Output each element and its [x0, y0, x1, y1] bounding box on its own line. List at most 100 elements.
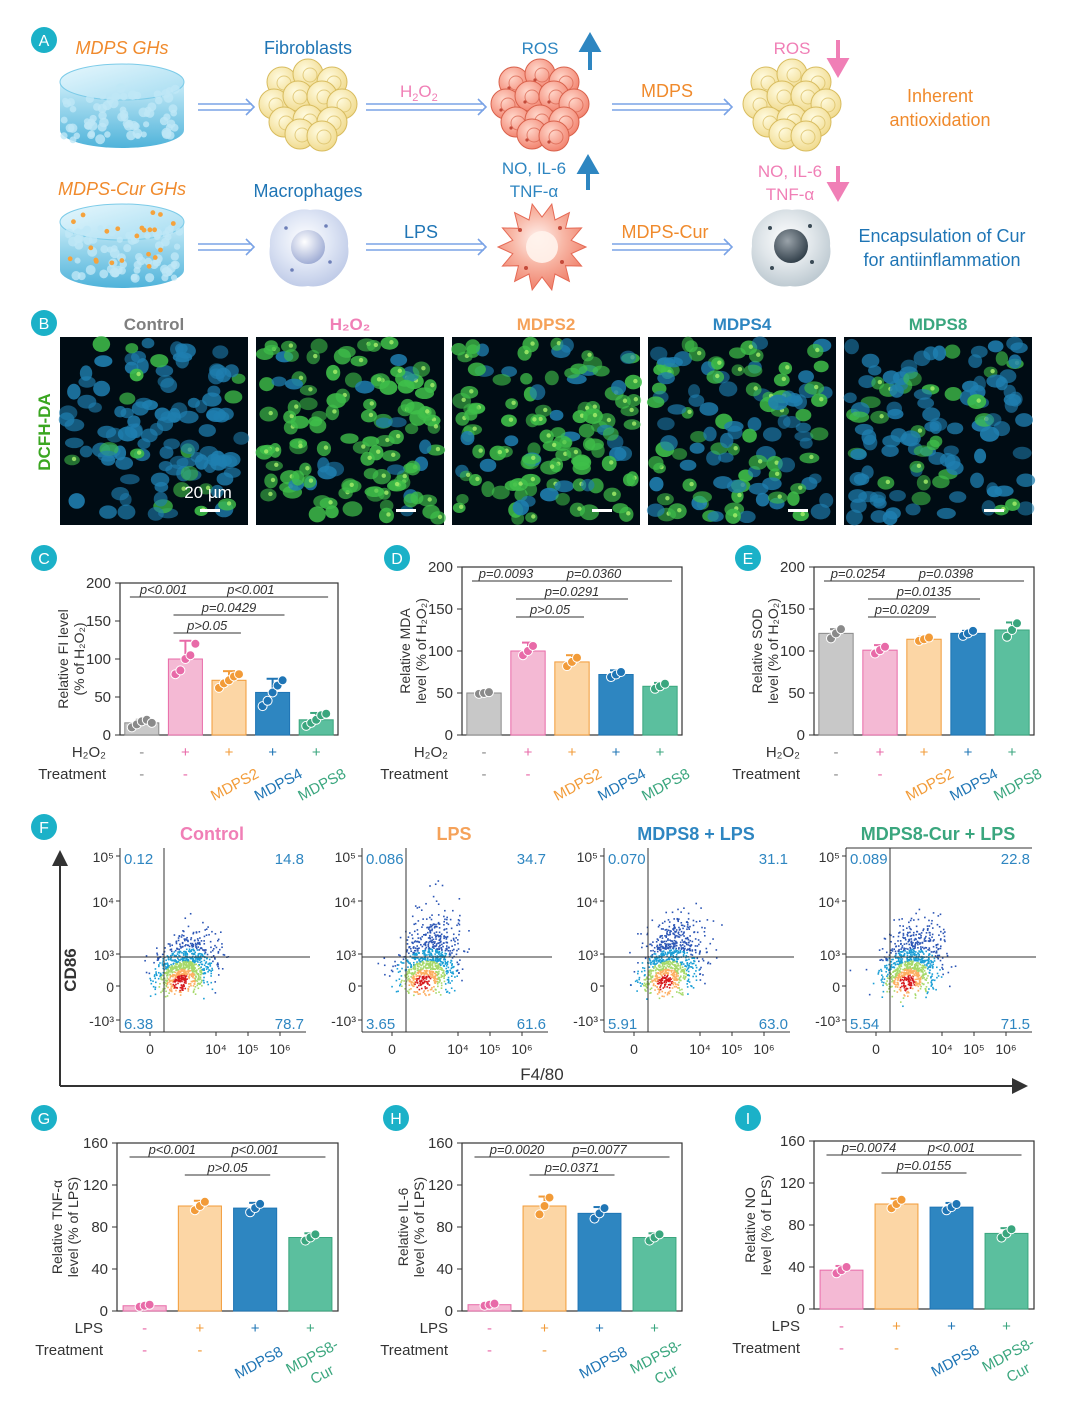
macrophage-resting-icon: [269, 209, 349, 287]
chart-H-point-1-2: [544, 1192, 555, 1203]
chart-I-bar-1: [874, 1203, 919, 1310]
panel-f-badge: [31, 814, 57, 840]
chart-H-bar-3: [632, 1237, 677, 1312]
chart-I-bar-0: [819, 1269, 864, 1310]
chart-C-pvalue-1: p<0.001: [226, 582, 274, 597]
flow-ytick-label-1-0: 10⁵: [335, 849, 356, 865]
chart-C-point-2-4: [234, 669, 244, 680]
flow-q2-2: 31.1: [759, 851, 788, 868]
chart-H-stim-sign-0: -: [487, 1320, 492, 1337]
micrograph-title-4: MDPS8: [909, 315, 968, 334]
chart-C-pvalue-2: p=0.0429: [201, 600, 257, 615]
chart-I-treat-label: Treatment: [732, 1340, 801, 1357]
chart-D-bar-2: [554, 661, 590, 736]
chart-C-ytick-label: 0: [103, 727, 111, 744]
flow-ytick-label-1-2: 10³: [336, 947, 357, 963]
chart-G-ytick-label: 160: [83, 1135, 108, 1152]
flow-xtick-label-3-2: 10⁵: [963, 1041, 984, 1057]
chart-H-bar-2: [577, 1212, 622, 1312]
chart-I-pvalue-1: p<0.001: [927, 1140, 975, 1155]
chart-C-stim-sign-1: +: [181, 744, 190, 761]
chart-G-point-0-2: [144, 1299, 155, 1310]
chart-C-treat-sign-0: -: [139, 766, 144, 783]
chart-C: C 0 50 100 150 200 Relative FI level(% of H₂O₂…: [31, 545, 349, 805]
chart-C-stim-label: H₂O₂: [72, 744, 106, 761]
chart-C-ytick-label: 100: [86, 651, 111, 668]
chart-I-treat-sign-1: -: [894, 1340, 899, 1357]
chart-E-treat-sign-1: -: [878, 766, 883, 783]
chart-G-ylabel: Relative TNF-αlevel (% of LPS): [49, 1177, 81, 1277]
panel-G-label: G: [38, 1111, 50, 1128]
chart-E-stim-sign-3: +: [964, 744, 973, 761]
flow-arrows: [198, 98, 734, 256]
chart-E-bar-0: [818, 632, 854, 736]
flow-xtick-label-3-3: 10⁶: [995, 1041, 1016, 1057]
flow-q2-0: 14.8: [275, 851, 304, 868]
micrograph-3: [646, 336, 836, 525]
chart-H-ytick-label: 0: [445, 1303, 453, 1320]
chart-I-point-1-2: [896, 1194, 907, 1205]
chart-D-treat-name-1: MDPS4: [595, 765, 649, 804]
chart-I-treat-name-0: MDPS8: [929, 1341, 983, 1380]
inflam-up-line2: TNF-α: [510, 182, 559, 201]
chart-C-point-3-2: [267, 687, 278, 698]
flow-ytick-label-3-0: 10⁵: [819, 849, 840, 865]
chart-E-point-1-2: [880, 641, 890, 652]
flow-ytick-label-0-3: 0: [106, 979, 114, 995]
chart-D-point-3-2: [616, 667, 626, 677]
flow-ytick-label-0-0: 10⁵: [93, 849, 114, 865]
flow-ytick-label-3-3: 0: [832, 979, 840, 995]
chart-E-ytick-label: 100: [780, 643, 805, 660]
flow-ytick-label-0-4: -10³: [89, 1013, 114, 1029]
panel-I-label: I: [746, 1111, 750, 1128]
chart-C-bar-3: [255, 691, 291, 736]
chart-C-treat-name-0: MDPS2: [208, 765, 262, 804]
chart-C-treat-sign-1: -: [183, 766, 188, 783]
chart-D-ytick-label: 100: [428, 643, 453, 660]
chart-G-ytick-label: 120: [83, 1177, 108, 1194]
chart-C-point-1-4: [190, 638, 201, 649]
chart-H: H 0 40 80 120 160 Relative IL-6level (% of LPS…: [380, 1105, 685, 1388]
micrograph-2: [451, 336, 642, 525]
chart-H-point-3-2: [654, 1229, 665, 1240]
chart-C-ytick-label: 200: [86, 575, 111, 592]
flow-q1-0: 0.12: [124, 851, 153, 868]
panel-H-label: H: [390, 1111, 402, 1128]
outcome2-line2: for antiinflammation: [863, 250, 1020, 270]
inflam-down-line1: NO, IL-6: [758, 162, 822, 181]
chart-E-treat-name-1: MDPS4: [947, 765, 1001, 804]
chart-D-stim-sign-3: +: [612, 744, 621, 761]
flow-ytick-label-2-3: 0: [590, 979, 598, 995]
panel-G-badge: [31, 1105, 57, 1131]
flow-xtick-label-2-0: 0: [630, 1041, 638, 1057]
chart-D-ytick-label: 150: [428, 601, 453, 618]
chart-D-pvalue-2: p=0.0291: [544, 584, 600, 599]
flow-xtick-label-1-1: 10⁴: [447, 1041, 469, 1057]
ros-down-arrow-icon: [826, 40, 850, 79]
chart-I-stim-sign-3: +: [1002, 1318, 1011, 1335]
flow-plot-1: LPS 10⁵ 10⁴ 10³ 0 -10³ 0 10⁴ 10⁵ 10⁶ 0.086 34.7 3.65…: [331, 824, 552, 1057]
chart-C-point-4-4: [321, 708, 332, 719]
flow-q3-3: 5.54: [850, 1016, 879, 1033]
flow-q4-2: 63.0: [759, 1016, 788, 1033]
chart-H-ytick-label: 120: [428, 1177, 453, 1194]
flow-density-3: [849, 908, 957, 1008]
panel-b-microscopy: B DCFH-DA Control H₂O₂ MDPS2 MDPS4 MDPS8 20 …: [31, 310, 1036, 526]
chart-C-ytick-label: 50: [94, 689, 111, 706]
macrophages-label: Macrophages: [253, 181, 362, 201]
chart-D-point-1-2: [528, 640, 538, 651]
chart-H-stim-sign-3: +: [650, 1320, 659, 1337]
chart-C-point-1-3: [185, 650, 196, 661]
micrograph-title-3: MDPS4: [713, 315, 772, 334]
flow-ytick-label-2-0: 10⁵: [577, 849, 598, 865]
chart-D-stim-sign-1: +: [524, 744, 533, 761]
chart-D-stim-sign-4: +: [656, 744, 665, 761]
outcome2-line1: Encapsulation of Cur: [858, 226, 1025, 246]
flow-plot-3: MDPS8-Cur + LPS 10⁵ 10⁴ 10³ 0 -10³ 0 10⁴ 10⁵ 10⁶ 0…: [815, 824, 1036, 1057]
chart-G-stim-sign-3: +: [306, 1320, 315, 1337]
chart-D-treat-name-2: MDPS8: [639, 765, 693, 804]
chart-G-treat-label: Treatment: [35, 1342, 104, 1359]
chart-I-point-3-2: [1006, 1224, 1017, 1235]
chart-E-bar-1: [862, 649, 898, 736]
chart-I-pvalue-0: p=0.0074: [841, 1140, 897, 1155]
